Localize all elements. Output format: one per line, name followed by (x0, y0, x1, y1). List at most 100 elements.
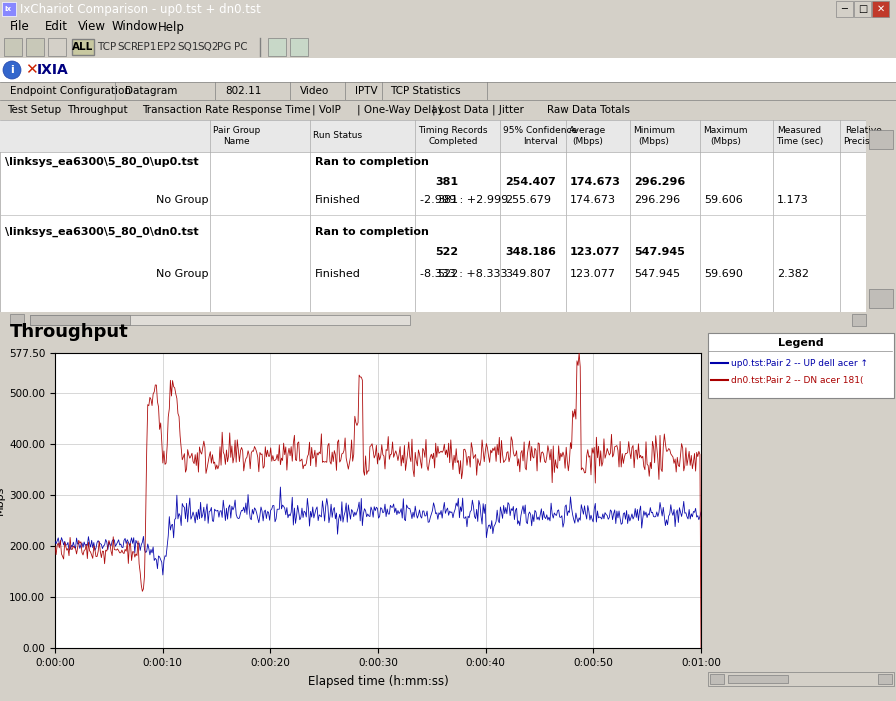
Text: 2.382: 2.382 (777, 269, 809, 279)
Text: 381: 381 (435, 177, 458, 187)
Text: Average
(Mbps): Average (Mbps) (569, 126, 607, 146)
Bar (30, 315, 130, 325)
Text: □: □ (857, 4, 867, 14)
Text: Help: Help (158, 20, 185, 34)
Bar (708, 672, 894, 686)
Text: 174.673: 174.673 (570, 177, 621, 187)
Text: 522: 522 (435, 247, 458, 257)
Text: Pair Group
Name: Pair Group Name (213, 126, 260, 146)
Bar (854, 1, 871, 17)
Text: 381: 381 (437, 195, 458, 205)
Bar (26, 38, 44, 56)
Text: Run Status: Run Status (313, 132, 362, 140)
Text: Ran to completion: Ran to completion (315, 227, 429, 237)
Bar (290, 38, 308, 56)
Bar (72, 39, 94, 55)
Text: PG: PG (217, 42, 231, 52)
Text: SQ1: SQ1 (177, 42, 199, 52)
Text: -8.333 : +8.333: -8.333 : +8.333 (420, 269, 507, 279)
Text: Finished: Finished (315, 269, 361, 279)
Text: IPTV: IPTV (355, 86, 377, 96)
Text: 296.296: 296.296 (634, 195, 680, 205)
Bar (728, 675, 788, 683)
Text: 522: 522 (436, 269, 458, 279)
Bar (30, 315, 410, 325)
Text: TCP: TCP (97, 42, 116, 52)
Text: View: View (78, 20, 106, 34)
Text: ✕: ✕ (876, 4, 884, 14)
Text: 802.11: 802.11 (225, 86, 262, 96)
Text: Relative
Precision: Relative Precision (843, 126, 883, 146)
Text: No Group: No Group (156, 195, 208, 205)
Text: SQ2: SQ2 (197, 42, 219, 52)
Text: Timing Records
Completed: Timing Records Completed (418, 126, 487, 146)
Bar (852, 314, 866, 326)
Text: ALL: ALL (73, 42, 93, 52)
Text: Maximum
(Mbps): Maximum (Mbps) (703, 126, 747, 146)
Bar (869, 130, 893, 149)
Text: dn0.tst:Pair 2 -- DN acer 181(: dn0.tst:Pair 2 -- DN acer 181( (731, 376, 864, 385)
Text: EP2: EP2 (157, 42, 177, 52)
Text: PC: PC (234, 42, 247, 52)
Text: Minimum
(Mbps): Minimum (Mbps) (633, 126, 675, 146)
Text: Ran to completion: Ran to completion (315, 157, 429, 167)
Text: \linksys_ea6300\5_80_0\dn0.tst: \linksys_ea6300\5_80_0\dn0.tst (5, 227, 199, 237)
Text: Response Time: Response Time (232, 105, 311, 115)
Text: Throughput: Throughput (67, 105, 127, 115)
Text: up0.tst:Pair 2 -- UP dell acer ↑: up0.tst:Pair 2 -- UP dell acer ↑ (731, 358, 868, 367)
Text: | One-Way Delay: | One-Way Delay (357, 104, 444, 115)
Circle shape (3, 61, 21, 79)
Text: 254.407: 254.407 (505, 177, 556, 187)
Text: 547.945: 547.945 (634, 269, 680, 279)
Text: 547.945: 547.945 (634, 247, 685, 257)
Bar (48, 38, 66, 56)
Text: IxChariot Comparison - up0.tst + dn0.tst: IxChariot Comparison - up0.tst + dn0.tst (20, 3, 261, 15)
Text: Throughput: Throughput (10, 323, 128, 341)
Bar (2, 2, 16, 16)
Text: File: File (10, 20, 30, 34)
Text: Edit: Edit (45, 20, 68, 34)
Text: 59.606: 59.606 (704, 195, 743, 205)
Text: No Group: No Group (156, 269, 208, 279)
Text: 59.690: 59.690 (704, 269, 743, 279)
Text: Datagram: Datagram (125, 86, 177, 96)
Bar (878, 674, 892, 684)
Text: Raw Data Totals: Raw Data Totals (547, 105, 630, 115)
Text: TCP Statistics: TCP Statistics (390, 86, 461, 96)
Bar (708, 333, 894, 398)
Bar (872, 1, 889, 17)
Text: 123.077: 123.077 (570, 247, 621, 257)
Text: EP1: EP1 (137, 42, 157, 52)
Bar (710, 674, 724, 684)
Text: 349.807: 349.807 (505, 269, 551, 279)
Bar (0, 120, 866, 152)
Text: \linksys_ea6300\5_80_0\up0.tst: \linksys_ea6300\5_80_0\up0.tst (5, 157, 199, 167)
Bar (268, 38, 286, 56)
Text: 123.077: 123.077 (570, 269, 616, 279)
Text: IXIA: IXIA (37, 63, 69, 77)
Bar (869, 289, 893, 308)
Text: Test Setup: Test Setup (7, 105, 61, 115)
Text: 296.296: 296.296 (634, 177, 685, 187)
Text: Finished: Finished (315, 195, 361, 205)
Text: ✕: ✕ (25, 62, 38, 78)
Text: Measured
Time (sec): Measured Time (sec) (776, 126, 823, 146)
X-axis label: Elapsed time (h:mm:ss): Elapsed time (h:mm:ss) (307, 674, 448, 688)
Text: 1.173: 1.173 (777, 195, 809, 205)
Text: Window: Window (112, 20, 159, 34)
Text: SCR: SCR (117, 42, 138, 52)
Bar (836, 1, 853, 17)
Text: | VoIP: | VoIP (312, 104, 340, 115)
Text: | Jitter: | Jitter (492, 104, 524, 115)
Text: Legend: Legend (779, 338, 823, 348)
Bar (10, 314, 24, 326)
Text: 348.186: 348.186 (505, 247, 556, 257)
Y-axis label: Mbps: Mbps (0, 486, 4, 515)
Text: -2.999 : +2.999: -2.999 : +2.999 (420, 195, 508, 205)
Text: Endpoint Configuration: Endpoint Configuration (10, 86, 131, 96)
Bar (4, 38, 22, 56)
Text: Transaction Rate: Transaction Rate (142, 105, 228, 115)
Text: ─: ─ (841, 4, 848, 14)
Text: i: i (10, 65, 13, 75)
Text: 174.673: 174.673 (570, 195, 616, 205)
